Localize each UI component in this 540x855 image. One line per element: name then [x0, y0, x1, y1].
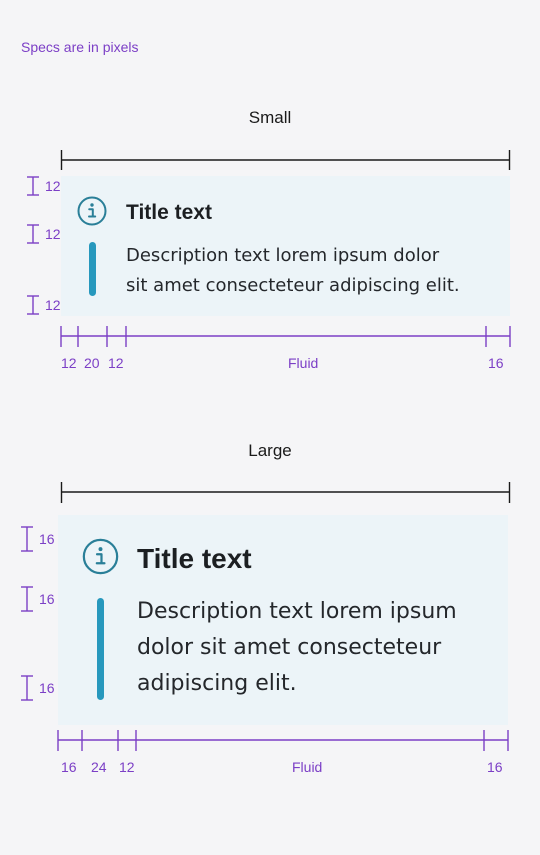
small-spec-h3: 12	[108, 355, 124, 371]
small-vertical-marks	[27, 176, 39, 315]
small-banner-description: Description text lorem ipsum dolor sit a…	[126, 245, 460, 296]
small-accent-bar	[89, 242, 96, 296]
specs-note: Specs are in pixels	[21, 39, 139, 55]
large-banner-description: Description text lorem ipsum dolor sit a…	[137, 599, 457, 696]
large-spec-h5: 16	[487, 759, 503, 775]
large-vertical-marks	[21, 526, 33, 701]
info-circle-icon	[77, 196, 107, 226]
small-banner-title: Title text	[126, 201, 212, 224]
large-banner-title: Title text	[137, 543, 252, 574]
large-spec-bottom: 16	[39, 680, 55, 696]
small-horizontal-marks	[60, 326, 511, 347]
large-horizontal-marks	[57, 730, 509, 751]
large-spec-h1: 16	[61, 759, 77, 775]
large-spec-top: 16	[39, 531, 55, 547]
large-spec-h2: 24	[91, 759, 107, 775]
large-size-label: Large	[248, 441, 292, 460]
large-spec-h3: 12	[119, 759, 135, 775]
large-spec-middle: 16	[39, 591, 55, 607]
small-banner-card	[61, 176, 510, 316]
small-spec-bottom: 12	[45, 297, 61, 313]
small-spec-middle: 12	[45, 226, 61, 242]
small-spec-h5: 16	[488, 355, 504, 371]
small-spec-fluid: Fluid	[288, 355, 319, 371]
small-spec-h1: 12	[61, 355, 77, 371]
large-banner-card	[58, 515, 508, 725]
info-circle-icon-large	[82, 538, 119, 575]
large-width-dimension	[60, 482, 511, 503]
small-spec-top: 12	[45, 178, 61, 194]
small-width-dimension	[60, 150, 511, 170]
large-accent-bar	[97, 598, 104, 700]
small-spec-h2: 20	[84, 355, 100, 371]
large-spec-fluid: Fluid	[292, 759, 323, 775]
small-size-label: Small	[248, 108, 292, 127]
